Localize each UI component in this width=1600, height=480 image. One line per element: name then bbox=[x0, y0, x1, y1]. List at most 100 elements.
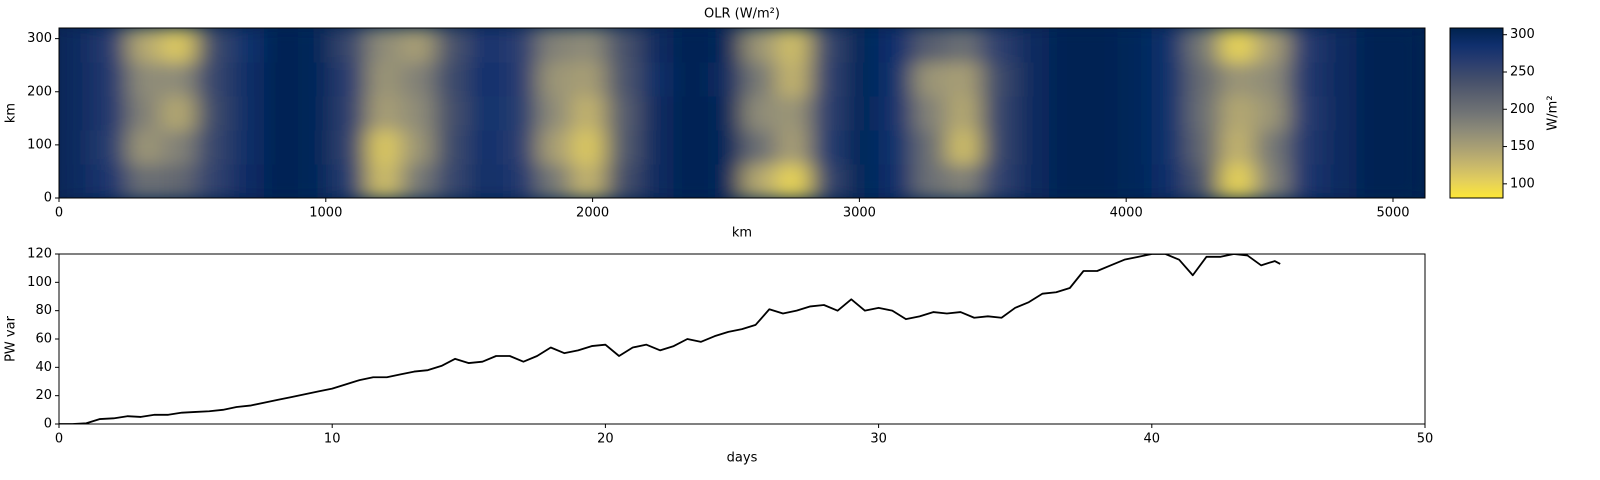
heatmap-cell bbox=[605, 96, 641, 131]
colorbar-tick-label: 300 bbox=[1510, 27, 1535, 42]
y-tick-label: 300 bbox=[27, 31, 52, 46]
heatmap-cell bbox=[1049, 62, 1084, 97]
heatmap-cell bbox=[571, 62, 606, 97]
line bbox=[59, 254, 1281, 424]
heatmap-cell bbox=[1083, 62, 1119, 97]
heatmap-cell bbox=[59, 28, 94, 63]
heatmap-cell bbox=[981, 164, 1016, 198]
heatmap-cell bbox=[1288, 28, 1324, 63]
heatmap-cell bbox=[468, 130, 504, 165]
heatmap-cell bbox=[1254, 62, 1289, 97]
heatmap-cell bbox=[946, 62, 982, 97]
heatmap-cell bbox=[810, 28, 845, 63]
heatmap-cell bbox=[366, 130, 401, 165]
heatmap-cell bbox=[878, 28, 914, 63]
heatmap-cell bbox=[742, 28, 777, 63]
heatmap-cell bbox=[571, 164, 606, 198]
heatmap-cell bbox=[161, 96, 197, 131]
heatmap-cell bbox=[1151, 62, 1187, 97]
heatmap-cell bbox=[742, 130, 777, 165]
heatmap-cell bbox=[673, 130, 709, 165]
heatmap-cell bbox=[1288, 62, 1324, 97]
heatmap-cell bbox=[229, 96, 265, 131]
heatmap-cell bbox=[332, 130, 367, 165]
y-tick-label: 0 bbox=[44, 417, 52, 432]
heatmap-cell bbox=[161, 164, 197, 198]
y-tick-label: 100 bbox=[27, 137, 52, 152]
heatmap-cell bbox=[1083, 96, 1119, 131]
heatmap-cell bbox=[195, 28, 231, 63]
heatmap-cell bbox=[1356, 130, 1392, 165]
heatmap-cell bbox=[298, 28, 333, 63]
heatmap-cell bbox=[502, 164, 538, 198]
heatmap-cell bbox=[502, 28, 538, 63]
heatmap-cell bbox=[639, 164, 675, 198]
heatmap-cell bbox=[1288, 96, 1324, 131]
heatmap-cell bbox=[1322, 96, 1358, 131]
heatmap-cell bbox=[298, 62, 333, 97]
plot-frame bbox=[58, 27, 1426, 199]
line-clip bbox=[59, 254, 1281, 424]
heatmap-cell bbox=[707, 96, 743, 131]
y-tick-label: 20 bbox=[35, 388, 52, 403]
heatmap-cell bbox=[1083, 164, 1119, 198]
heatmap-cell bbox=[878, 130, 914, 165]
heatmap-cell bbox=[537, 62, 572, 97]
heatmap-cell bbox=[1220, 28, 1255, 63]
heatmap-cell bbox=[605, 164, 641, 198]
heatmap-cell bbox=[1151, 96, 1187, 131]
y-axis-label: km bbox=[4, 103, 19, 123]
heatmap-cell bbox=[434, 164, 470, 198]
heatmap-cell bbox=[1015, 130, 1050, 165]
y-tick-label: 120 bbox=[27, 247, 52, 262]
heatmap-cell bbox=[263, 28, 299, 63]
heatmap-cell bbox=[1356, 28, 1392, 63]
heatmap-cell bbox=[229, 130, 265, 165]
x-tick-label: 3000 bbox=[843, 206, 876, 221]
heatmap-cell bbox=[1254, 164, 1289, 198]
heatmap-cell bbox=[810, 130, 845, 165]
heatmap-cell bbox=[298, 96, 333, 131]
heatmap-cell bbox=[844, 96, 880, 131]
heatmap-cell bbox=[946, 164, 982, 198]
x-tick-label: 0 bbox=[55, 206, 63, 221]
heatmap-cell bbox=[434, 130, 470, 165]
heatmap-cell bbox=[537, 96, 572, 131]
x-tick-label: 2000 bbox=[576, 206, 609, 221]
heatmap-cell bbox=[742, 62, 777, 97]
heatmap-cell bbox=[263, 130, 299, 165]
heatmap-cell bbox=[776, 130, 811, 165]
heatmap-cell bbox=[707, 62, 743, 97]
heatmap-cell bbox=[59, 62, 94, 97]
heatmap bbox=[59, 28, 1425, 198]
x-tick-label: 50 bbox=[1417, 432, 1434, 447]
heatmap-cell bbox=[1220, 96, 1255, 131]
heatmap-cell bbox=[1185, 96, 1221, 131]
heatmap-cell bbox=[1151, 28, 1187, 63]
y-axis-label: PW var bbox=[4, 315, 19, 361]
heatmap-cell bbox=[1049, 164, 1084, 198]
heatmap-cell bbox=[844, 62, 880, 97]
heatmap-cell bbox=[1322, 28, 1358, 63]
heatmap-cell bbox=[298, 130, 333, 165]
heatmap-cell bbox=[912, 62, 948, 97]
colorbar-label: W/m² bbox=[1546, 95, 1561, 130]
heatmap-cell bbox=[161, 62, 197, 97]
heatmap-cell bbox=[1083, 28, 1119, 63]
heatmap-cell bbox=[195, 96, 231, 131]
heatmap-cell bbox=[844, 28, 880, 63]
heatmap-cell bbox=[1185, 130, 1221, 165]
x-tick-label: 30 bbox=[870, 432, 887, 447]
heatmap-cell bbox=[946, 96, 982, 131]
heatmap-cell bbox=[639, 62, 675, 97]
heatmap-cell bbox=[878, 96, 914, 131]
heatmap-cell bbox=[1117, 28, 1153, 63]
heatmap-cell bbox=[1356, 62, 1392, 97]
heatmap-cell bbox=[810, 62, 845, 97]
heatmap-cell bbox=[332, 164, 367, 198]
heatmap-cell bbox=[1220, 130, 1255, 165]
heatmap-cell bbox=[502, 96, 538, 131]
heatmap-cell bbox=[502, 62, 538, 97]
heatmap-cell bbox=[810, 164, 845, 198]
